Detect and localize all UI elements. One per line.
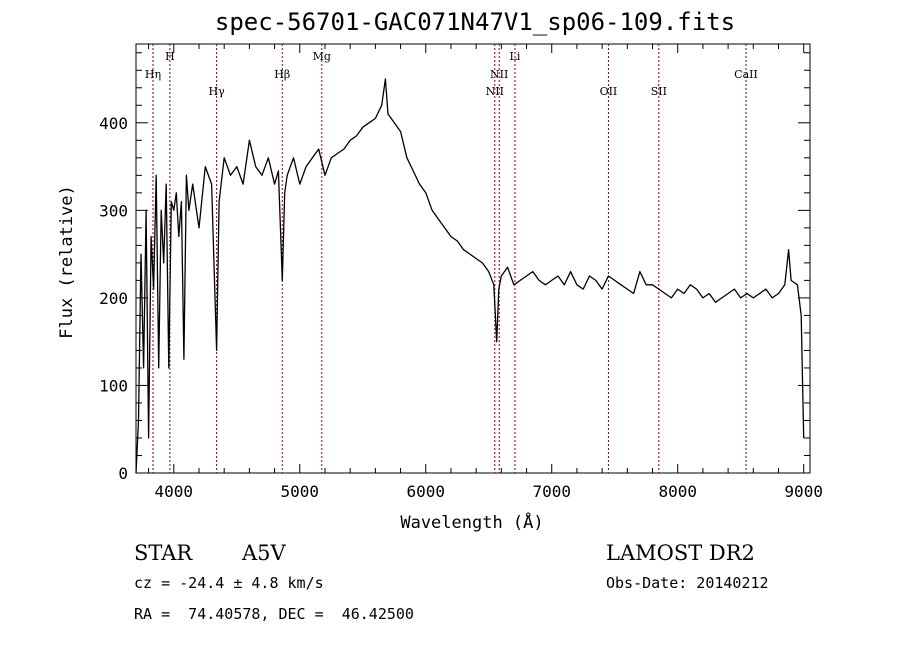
spectrum-line: [135, 78, 805, 474]
y-tick-label: 400: [99, 114, 128, 133]
marker-label: CaII: [734, 68, 758, 81]
y-tick-label: 200: [99, 289, 128, 308]
redshift-velocity: cz = -24.4 ± 4.8 km/s: [134, 574, 324, 592]
marker-label: H: [165, 50, 175, 63]
x-axis-label: Wavelength (Å): [400, 511, 543, 533]
y-axis-label: Flux (relative): [57, 185, 77, 339]
chart-title: spec-56701-GAC071N47V1_sp06-109.fits: [215, 8, 735, 36]
x-tick-label: 7000: [532, 482, 571, 501]
x-tick-label: 6000: [406, 482, 445, 501]
coordinates: RA = 74.40578, DEC = 46.42500: [134, 605, 414, 623]
marker-label: Mg: [313, 50, 331, 63]
marker-label: Li: [510, 50, 521, 63]
y-tick-label: 100: [99, 376, 128, 395]
x-tick-label: 5000: [281, 482, 320, 501]
marker-label: Hη: [145, 68, 161, 81]
plot-frame: [135, 43, 811, 474]
marker-label: Hγ: [209, 85, 226, 98]
y-tick-label: 0: [118, 464, 128, 483]
y-tick-label: 300: [99, 201, 128, 220]
observation-date: Obs-Date: 20140212: [606, 574, 769, 592]
marker-label: Hβ: [274, 68, 290, 81]
object-class: STAR: [134, 541, 193, 565]
marker-label: NII: [486, 85, 504, 98]
marker-label: NII: [490, 68, 508, 81]
marker-label: OII: [600, 85, 618, 98]
axis-ticks: 4000 5000 6000 7000 8000 9000 0 100 200 300 400: [99, 44, 823, 501]
survey-name: LAMOST DR2: [606, 541, 755, 565]
spectral-type: A5V: [242, 541, 286, 565]
x-tick-label: 4000: [155, 482, 194, 501]
spectrum-chart: spec-56701-GAC071N47V1_sp06-109.fits Hη H…: [57, 8, 823, 533]
marker-label: SII: [651, 85, 667, 98]
x-tick-label: 9000: [784, 482, 823, 501]
x-tick-label: 8000: [658, 482, 697, 501]
